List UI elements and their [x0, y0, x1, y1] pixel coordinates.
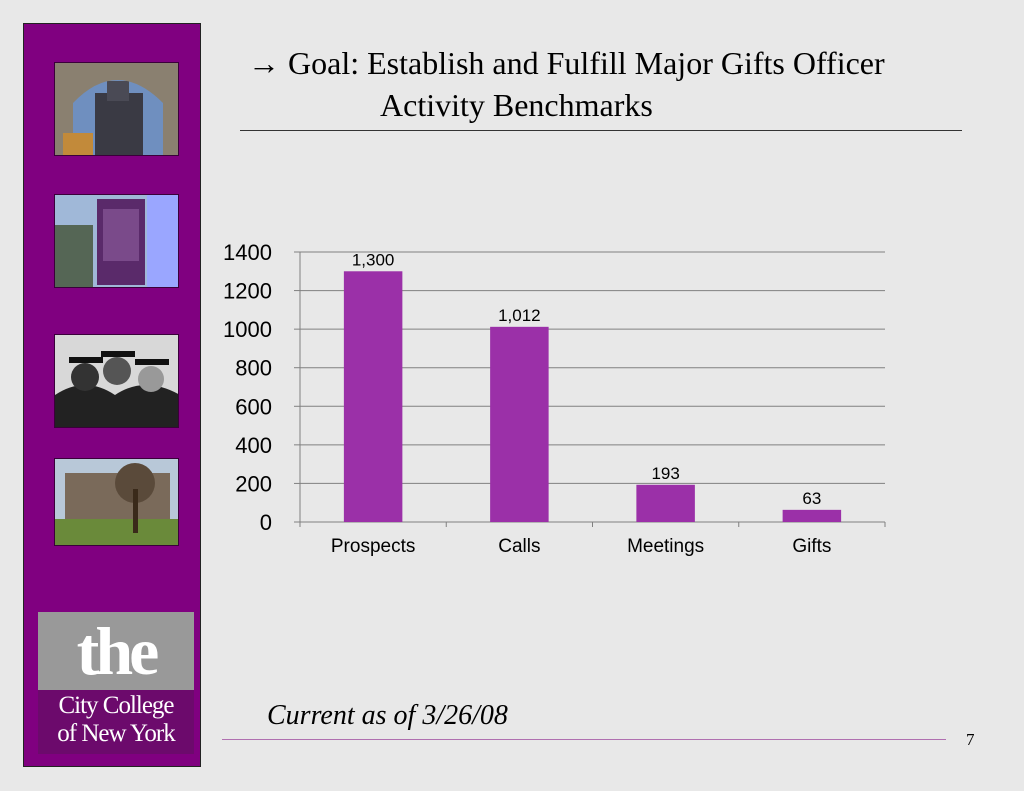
- slide-title-line-2: Activity Benchmarks: [380, 87, 653, 123]
- slide-title: → Goal: Establish and Fulfill Major Gift…: [248, 42, 1008, 126]
- y-tick-label: 200: [235, 471, 272, 496]
- x-tick-label: Prospects: [331, 536, 415, 557]
- x-tick-label: Gifts: [792, 536, 831, 557]
- title-divider: [240, 130, 962, 131]
- footer-divider: [222, 739, 946, 740]
- city-college-logo: the City College of New York: [38, 612, 194, 754]
- bar-prospects: [343, 271, 403, 522]
- campus-lawn-photo: [54, 458, 179, 546]
- data-label: 193: [651, 464, 679, 483]
- bar-gifts: [782, 509, 842, 522]
- data-label: 1,012: [498, 306, 541, 325]
- graduates-photo: [54, 334, 179, 428]
- campus-arch-photo: [54, 62, 179, 156]
- bar-meetings: [636, 484, 695, 522]
- y-tick-label: 1400: [223, 240, 272, 265]
- logo-the-text: the: [38, 612, 194, 690]
- y-tick-label: 400: [235, 433, 272, 458]
- logo-line-1: City College: [58, 692, 174, 719]
- bar-calls: [490, 326, 549, 522]
- data-label: 1,300: [352, 250, 395, 269]
- page-number: 7: [966, 730, 975, 749]
- slide-title-line-1: → Goal: Establish and Fulfill Major Gift…: [248, 45, 885, 81]
- city-college-banner-photo: [54, 194, 179, 288]
- x-tick-label: Calls: [498, 536, 540, 557]
- x-tick-label: Meetings: [627, 536, 704, 557]
- y-tick-label: 1200: [223, 279, 272, 304]
- logo-line-2: of New York: [57, 720, 175, 747]
- sidebar-panel: the City College of New York: [23, 23, 201, 767]
- current-as-of-note: Current as of 3/26/08: [267, 700, 508, 731]
- logo-bottom-band: City College of New York: [38, 690, 194, 754]
- bar-chart: 0 200 400 600 800 1000 1200 1400 1,300 Prospects 1…: [223, 240, 886, 557]
- y-tick-label: 1000: [223, 317, 272, 342]
- y-tick-label: 800: [235, 356, 272, 381]
- y-tick-label: 600: [235, 394, 272, 419]
- data-label: 63: [802, 489, 821, 508]
- y-tick-label: 0: [260, 510, 272, 535]
